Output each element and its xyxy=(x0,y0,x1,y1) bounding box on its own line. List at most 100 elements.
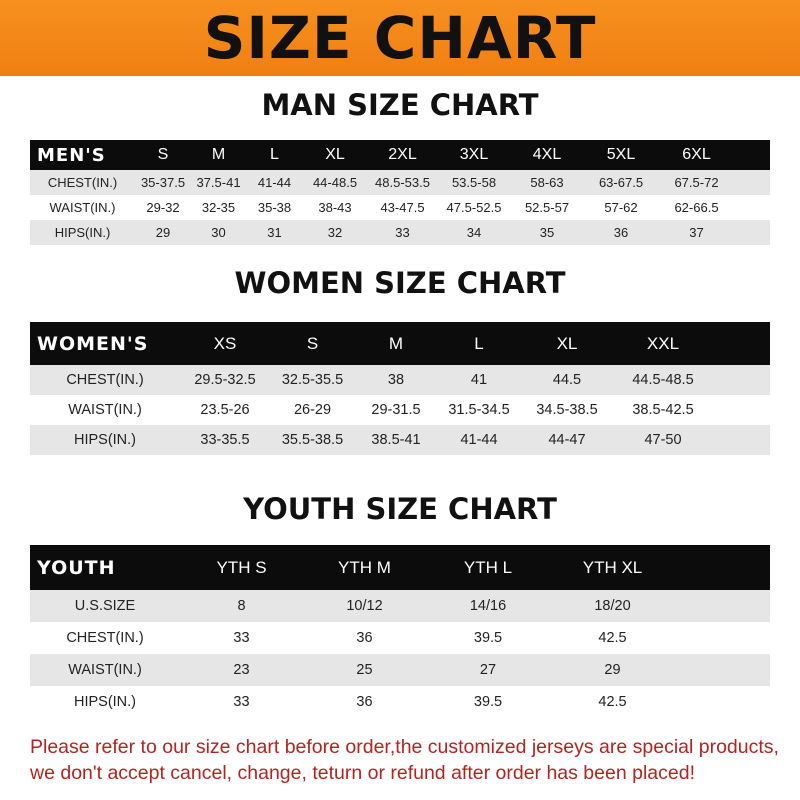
table-cell: 35 xyxy=(539,225,555,240)
table-cell: 41-44 xyxy=(460,432,498,448)
table-cell: 53.5-58 xyxy=(451,175,497,190)
table-row: HIPS(IN.) 29 30 31 32 33 34 35 36 37 xyxy=(30,220,770,245)
table-cell: 34 xyxy=(466,225,482,240)
row-label: WAIST(IN.) xyxy=(49,200,116,215)
table-cell: 10/12 xyxy=(346,598,383,614)
size-header: 3XL xyxy=(459,146,489,163)
table-row: WAIST(IN.) 23 25 27 29 xyxy=(30,654,770,686)
size-header: XL xyxy=(556,333,578,353)
table-cell: 18/20 xyxy=(594,598,631,614)
table-cell: 33-35.5 xyxy=(200,432,250,448)
table-cell: 67.5-72 xyxy=(674,175,719,190)
size-header: 5XL xyxy=(606,146,636,163)
table-row: CHEST(IN.) 33 36 39.5 42.5 xyxy=(30,622,770,654)
table-cell: 41 xyxy=(470,372,488,388)
row-label: HIPS(IN.) xyxy=(54,225,111,240)
size-header: YTH M xyxy=(338,557,391,577)
table-cell: 29.5-32.5 xyxy=(194,372,256,388)
size-header: YTH XL xyxy=(582,557,643,577)
row-label: HIPS(IN.) xyxy=(73,432,137,448)
table-cell: 32.5-35.5 xyxy=(281,372,344,388)
banner-title: SIZE CHART xyxy=(203,4,597,72)
table-cell: 35.5-38.5 xyxy=(281,432,344,448)
size-header: S xyxy=(157,146,169,163)
table-cell: 35-38 xyxy=(257,200,292,215)
table-cell: 35-37.5 xyxy=(140,175,186,190)
size-header: 4XL xyxy=(532,146,562,163)
women-title: WOMEN SIZE CHART xyxy=(234,266,566,300)
men-size-table: MEN'S S M L XL 2XL 3XL 4XL 5XL 6XL CHEST(IN.) 35-37… xyxy=(30,140,770,245)
header-label: YOUTH xyxy=(37,556,116,579)
table-cell: 47-50 xyxy=(644,432,682,448)
size-header: M xyxy=(388,333,404,353)
table-row: U.S.SIZE 8 10/12 14/16 18/20 xyxy=(30,590,770,622)
size-header: 2XL xyxy=(388,146,417,163)
size-header: M xyxy=(211,146,226,163)
notice-text: Please refer to our size chart before or… xyxy=(30,734,800,786)
row-label: CHEST(IN.) xyxy=(66,630,144,646)
table-cell: 8 xyxy=(237,598,246,614)
size-header: XL xyxy=(325,146,345,163)
size-header: YTH S xyxy=(216,557,267,577)
table-cell: 30 xyxy=(211,225,226,240)
table-row: HIPS(IN.) 33 36 39.5 42.5 xyxy=(30,686,770,718)
size-header: S xyxy=(306,333,319,353)
table-cell: 31 xyxy=(267,225,282,240)
table-row: HIPS(IN.) 33-35.5 35.5-38.5 38.5-41 41-44 44-… xyxy=(30,425,770,455)
table-cell: 33 xyxy=(233,694,250,710)
size-header: YTH L xyxy=(463,557,513,577)
table-cell: 36 xyxy=(356,694,373,710)
size-header: XS xyxy=(213,333,237,353)
table-cell: 44-48.5 xyxy=(312,175,358,190)
table-cell: 33 xyxy=(233,630,250,646)
table-cell: 39.5 xyxy=(473,630,503,646)
table-cell: 36 xyxy=(356,630,373,646)
table-cell: 58-63 xyxy=(530,175,564,190)
table-header: WOMEN'S XS S M L XL XXL xyxy=(30,322,770,365)
table-cell: 48.5-53.5 xyxy=(375,175,430,190)
table-cell: 57-62 xyxy=(604,200,638,215)
banner: SIZE CHART xyxy=(0,0,800,76)
table-cell: 44-47 xyxy=(548,432,586,448)
youth-size-table: YOUTH YTH S YTH M YTH L YTH XL U.S.SIZE 8 10/12… xyxy=(30,545,770,718)
table-cell: 23.5-26 xyxy=(200,402,250,418)
table-cell: 44.5-48.5 xyxy=(632,372,694,388)
table-cell: 38.5-41 xyxy=(371,432,421,448)
row-label: HIPS(IN.) xyxy=(73,694,137,710)
table-cell: 63-67.5 xyxy=(598,175,644,190)
table-header: MEN'S S M L XL 2XL 3XL 4XL 5XL 6XL xyxy=(30,140,770,170)
table-cell: 33 xyxy=(395,225,410,240)
men-title: MAN SIZE CHART xyxy=(261,88,539,122)
table-cell: 38 xyxy=(387,372,405,388)
youth-title: YOUTH SIZE CHART xyxy=(243,492,557,526)
row-label: CHEST(IN.) xyxy=(66,372,144,388)
table-cell: 34.5-38.5 xyxy=(536,402,598,418)
table-cell: 36 xyxy=(613,225,629,240)
size-header: L xyxy=(270,146,279,163)
table-cell: 38-43 xyxy=(318,200,352,215)
table-cell: 29-32 xyxy=(146,200,180,215)
table-cell: 39.5 xyxy=(473,694,503,710)
size-header: XXL xyxy=(646,333,680,353)
table-cell: 23 xyxy=(233,662,250,678)
table-cell: 31.5-34.5 xyxy=(448,402,510,418)
table-cell: 43-47.5 xyxy=(380,200,425,215)
table-cell: 41-44 xyxy=(257,175,292,190)
row-label: U.S.SIZE xyxy=(74,598,136,614)
table-cell: 38.5-42.5 xyxy=(632,402,694,418)
table-cell: 62-66.5 xyxy=(674,200,719,215)
table-row: CHEST(IN.) 29.5-32.5 32.5-35.5 38 41 44.5 44.5… xyxy=(30,365,770,395)
table-row: CHEST(IN.) 35-37.5 37.5-41 41-44 44-48.5 48.5… xyxy=(30,170,770,195)
header-label: WOMEN'S xyxy=(37,332,149,355)
table-cell: 32 xyxy=(327,225,343,240)
table-cell: 37 xyxy=(689,225,704,240)
table-header: YOUTH YTH S YTH M YTH L YTH XL xyxy=(30,545,770,590)
table-cell: 44.5 xyxy=(552,372,582,388)
table-cell: 25 xyxy=(356,662,373,678)
row-label: CHEST(IN.) xyxy=(47,175,118,190)
row-label: WAIST(IN.) xyxy=(68,402,142,418)
table-cell: 42.5 xyxy=(598,694,627,710)
size-header: 6XL xyxy=(682,146,711,163)
table-cell: 29-31.5 xyxy=(371,402,421,418)
table-cell: 29 xyxy=(155,225,171,240)
